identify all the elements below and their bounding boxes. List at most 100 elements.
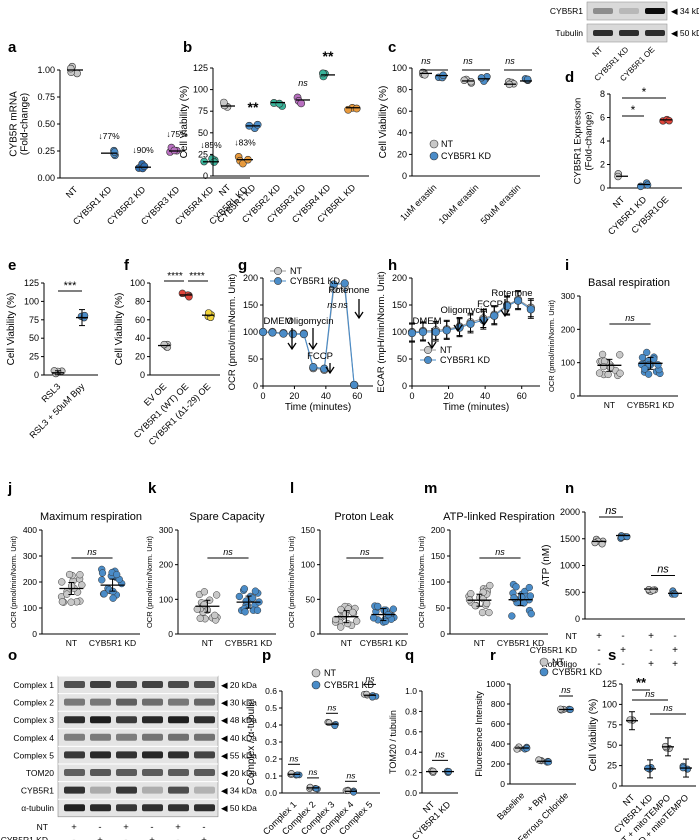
blot-band bbox=[168, 733, 189, 741]
y-axis-label: Cell Viability (%) bbox=[6, 293, 17, 366]
y-tick-label: 200 bbox=[159, 560, 173, 570]
annotation: ns bbox=[645, 689, 655, 699]
data-point bbox=[513, 296, 523, 305]
data-point bbox=[219, 98, 228, 107]
y-tick-label: 2 bbox=[600, 160, 605, 170]
y-tick-label: 50 bbox=[436, 603, 446, 613]
x-tick-label: CYB5R1 KD bbox=[225, 638, 272, 648]
data-point bbox=[418, 327, 428, 337]
data-point bbox=[268, 328, 277, 337]
data-point bbox=[526, 305, 535, 314]
condition-mark: + bbox=[620, 645, 626, 656]
data-point bbox=[513, 745, 521, 753]
y-tick-label: 100 bbox=[392, 63, 407, 73]
blot-band bbox=[64, 804, 85, 812]
blot-row-label: Complex 1 bbox=[13, 680, 54, 690]
series-line bbox=[262, 282, 355, 385]
y-axis-label: Complex / α-tubulin bbox=[246, 699, 257, 785]
blot-band bbox=[194, 681, 215, 688]
blot-kda-label: ◀ 20 kDa bbox=[221, 680, 257, 690]
blot-kda-label: ◀ 34 kDa bbox=[221, 786, 257, 796]
y-tick-label: 0 bbox=[310, 629, 315, 639]
blot-band bbox=[90, 751, 111, 759]
y-tick-label: 25 bbox=[198, 149, 208, 159]
y-tick-label: 0 bbox=[34, 370, 39, 380]
blot-row-label: CYB5R1 bbox=[21, 786, 54, 796]
x-tick-label: 1uM erastin bbox=[398, 182, 438, 222]
condition-mark: + bbox=[596, 631, 602, 642]
y-tick-label: 40 bbox=[135, 333, 145, 343]
annotation: ns bbox=[421, 56, 431, 66]
annotation: **** bbox=[189, 271, 205, 282]
annotation: ** bbox=[636, 675, 647, 690]
y-tick-label: 0.0 bbox=[405, 788, 417, 798]
blot-band bbox=[619, 8, 639, 14]
condition-label: Rot/Oligo bbox=[542, 659, 578, 669]
annotation: ns bbox=[505, 56, 515, 66]
annotation: ns bbox=[605, 505, 617, 517]
data-point bbox=[100, 590, 108, 598]
y-tick-label: 0 bbox=[140, 370, 145, 380]
blot-band bbox=[90, 804, 111, 812]
y-tick-label: 100 bbox=[243, 327, 258, 337]
y-tick-label: 0 bbox=[402, 381, 407, 391]
data-point bbox=[467, 590, 475, 598]
x-axis-label: Time (minutes) bbox=[285, 402, 351, 413]
blot-row-label: Tubulin bbox=[555, 28, 583, 38]
legend-label: CYB5R1 KD bbox=[552, 667, 603, 677]
annotation: ns bbox=[338, 300, 348, 310]
blot-row-label: CYB5R1 bbox=[550, 6, 583, 16]
data-point bbox=[591, 539, 599, 547]
panel-letter: q bbox=[405, 647, 414, 664]
data-point bbox=[490, 311, 499, 320]
x-tick-label: 0 bbox=[409, 391, 414, 401]
blot-band bbox=[645, 30, 665, 36]
legend-swatch bbox=[311, 680, 321, 690]
annotation-arrow-head bbox=[453, 324, 463, 333]
y-tick-label: 25 bbox=[29, 352, 39, 362]
data-point bbox=[65, 570, 74, 579]
annotation: ns bbox=[435, 749, 445, 759]
data-point bbox=[604, 370, 612, 379]
annotation-arrow-head bbox=[427, 341, 437, 350]
blot-band bbox=[90, 698, 111, 706]
y-tick-label: 125 bbox=[602, 679, 617, 689]
blot-band bbox=[168, 681, 189, 688]
data-point bbox=[67, 598, 75, 606]
y-tick-label: 0 bbox=[402, 171, 407, 181]
blot-band bbox=[116, 698, 137, 706]
data-point bbox=[421, 71, 429, 79]
y-tick-label: 0.4 bbox=[405, 747, 417, 757]
data-point bbox=[58, 598, 67, 606]
annotation: ns bbox=[495, 547, 505, 557]
panel-letter: f bbox=[124, 257, 130, 274]
legend-label: CYB5R1 KD bbox=[441, 151, 492, 161]
data-point bbox=[349, 608, 357, 616]
y-tick-label: 0.2 bbox=[405, 768, 417, 778]
y-tick-label: 60 bbox=[135, 315, 145, 325]
blot-lane-mark: - bbox=[176, 835, 179, 840]
y-tick-label: 0.5 bbox=[265, 703, 277, 713]
blot-band bbox=[64, 681, 85, 688]
y-axis-label: ATP (nM) bbox=[541, 545, 552, 587]
y-tick-label: 100 bbox=[193, 85, 208, 95]
panel-letter: e bbox=[8, 257, 16, 274]
y-tick-label: 40 bbox=[397, 128, 407, 138]
data-point bbox=[337, 623, 345, 631]
blot-band bbox=[90, 733, 111, 741]
x-tick-label: NT bbox=[474, 638, 485, 648]
panel-letter: i bbox=[565, 257, 569, 274]
blot-band bbox=[168, 786, 189, 794]
y-tick-label: 50 bbox=[607, 740, 617, 750]
annotation-arrow-head bbox=[308, 342, 318, 351]
y-tick-label: 80 bbox=[135, 296, 145, 306]
y-tick-label: 100 bbox=[602, 699, 617, 709]
y-tick-label: 0.00 bbox=[37, 173, 55, 183]
blot-band bbox=[64, 733, 85, 741]
data-point bbox=[599, 362, 608, 371]
y-tick-label: 0 bbox=[575, 614, 580, 624]
blot-band bbox=[168, 698, 189, 706]
annotation-arrow-head bbox=[500, 309, 510, 318]
blot-band bbox=[142, 733, 163, 741]
